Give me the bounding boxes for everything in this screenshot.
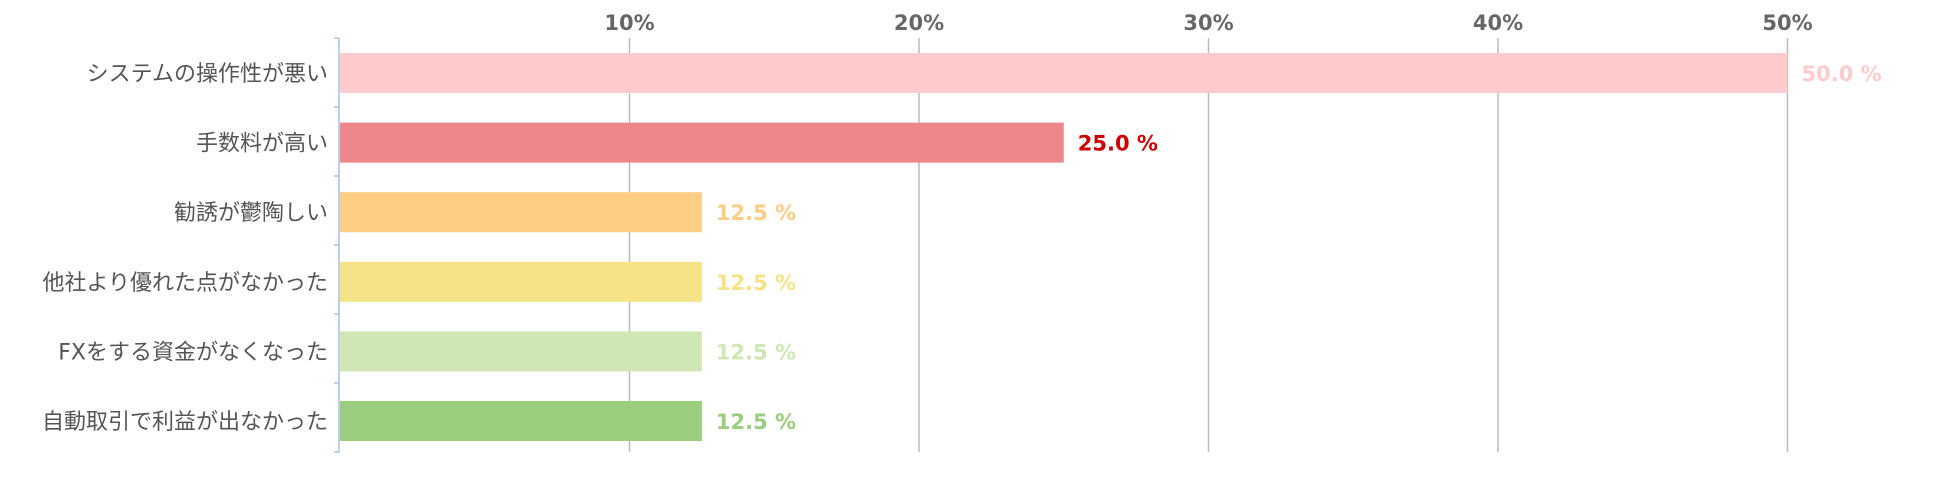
value-labels: 50.0 % 25.0 % 12.5 % 12.5 % 12.5 % 12.5 % bbox=[716, 62, 1882, 434]
value-label-2: 12.5 % bbox=[716, 201, 796, 225]
gridlines bbox=[628, 38, 1789, 452]
x-tick-labels: 10% 20% 30% 40% 50% bbox=[604, 11, 1812, 35]
category-label-3: 他社より優れた点がなかった bbox=[42, 271, 328, 296]
x-tick-label-50: 50% bbox=[1762, 11, 1812, 35]
bar-0 bbox=[340, 53, 1788, 93]
bar-1 bbox=[340, 122, 1064, 163]
x-tick-label-10: 10% bbox=[604, 11, 654, 35]
value-label-5: 12.5 % bbox=[716, 410, 796, 434]
x-tick-label-30: 30% bbox=[1183, 11, 1233, 35]
category-label-4: FXをする資金がなくなった bbox=[58, 340, 328, 365]
category-label-1: 手数料が高い bbox=[196, 132, 328, 157]
category-label-0: システムの操作性が悪い bbox=[87, 62, 328, 87]
y-axis bbox=[334, 37, 340, 453]
x-tick-label-20: 20% bbox=[894, 11, 944, 35]
value-label-0: 50.0 % bbox=[1802, 62, 1882, 86]
bar-5 bbox=[340, 401, 702, 441]
value-label-4: 12.5 % bbox=[716, 340, 796, 364]
bars bbox=[340, 53, 1788, 441]
bar-2 bbox=[340, 192, 702, 233]
value-label-3: 12.5 % bbox=[716, 271, 796, 295]
bar-4 bbox=[340, 331, 702, 372]
category-label-2: 勧誘が鬱陶しい bbox=[174, 201, 328, 226]
value-label-1: 25.0 % bbox=[1078, 132, 1158, 156]
bar-3 bbox=[340, 261, 702, 302]
x-tick-label-40: 40% bbox=[1473, 11, 1523, 35]
category-label-5: 自動取引で利益が出なかった bbox=[42, 410, 328, 435]
